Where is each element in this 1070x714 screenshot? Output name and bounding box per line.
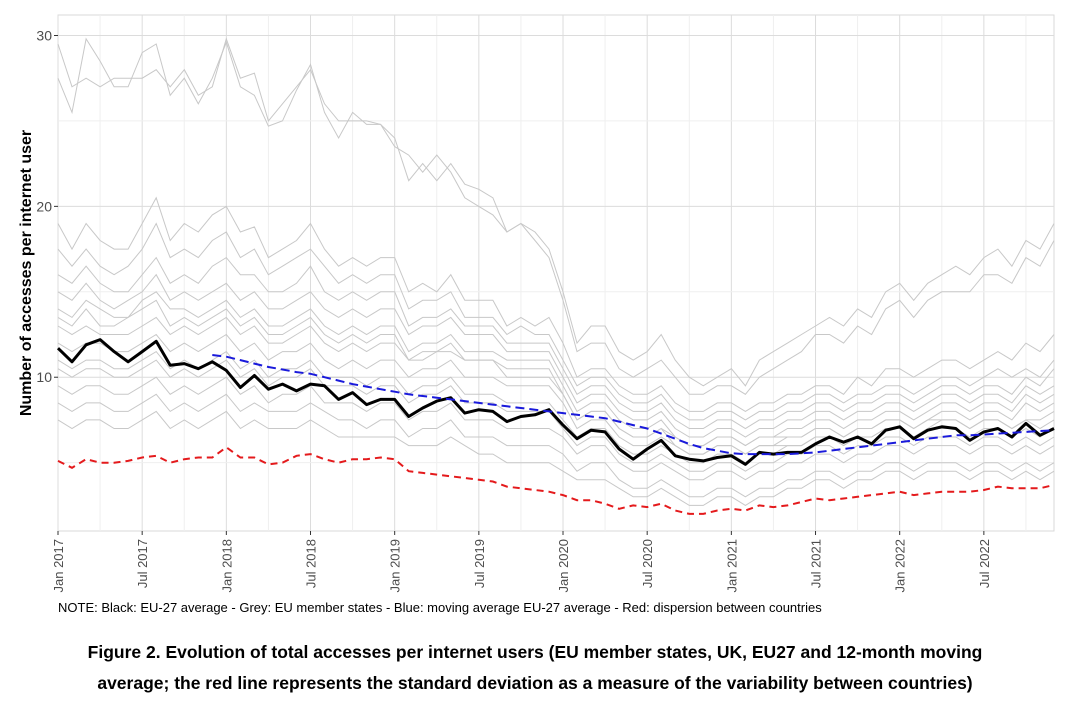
x-tick-label: Jan 2018 bbox=[219, 539, 234, 593]
line-chart: 10 20 30 Jan 2017 Jul 2017 Jan 2018 Jul 2018 Ja… bbox=[18, 14, 1055, 593]
figure-caption-line-1: Figure 2. Evolution of total accesses pe… bbox=[87, 642, 983, 662]
plot-panel bbox=[57, 14, 1055, 532]
member-state-line bbox=[57, 299, 1055, 455]
grid bbox=[57, 15, 1054, 531]
member-state-line bbox=[57, 37, 1055, 395]
moving-average-line bbox=[212, 354, 1055, 456]
y-axis-label: Number of accesses per internet user bbox=[18, 130, 35, 416]
y-tick-label: 10 bbox=[36, 369, 52, 385]
x-tick-label: Jul 2022 bbox=[977, 539, 992, 588]
member-state-line bbox=[57, 410, 1055, 506]
x-tick-label: Jan 2020 bbox=[556, 539, 571, 593]
x-tick-label: Jan 2022 bbox=[893, 539, 908, 593]
eu27-average-line bbox=[56, 338, 1055, 466]
x-tick-label: Jan 2021 bbox=[724, 539, 739, 593]
x-tick-label: Jul 2019 bbox=[472, 539, 487, 588]
x-tick-label: Jul 2021 bbox=[809, 539, 824, 588]
figure-caption-line-2: average; the red line represents the sta… bbox=[97, 673, 973, 693]
dispersion-line bbox=[57, 446, 1055, 515]
x-tick-label: Jan 2019 bbox=[388, 539, 403, 593]
x-tick-label: Jul 2017 bbox=[135, 539, 150, 588]
member-state-line bbox=[57, 196, 1055, 412]
x-tick-label: Jan 2017 bbox=[51, 539, 66, 593]
member-state-line bbox=[57, 393, 1055, 498]
axes: 10 20 30 Jan 2017 Jul 2017 Jan 2018 Jul 2018 Ja… bbox=[36, 28, 991, 593]
x-tick-label: Jul 2020 bbox=[640, 539, 655, 588]
figure-note: NOTE: Black: EU-27 average - Grey: EU me… bbox=[58, 600, 822, 615]
highlight-series bbox=[56, 338, 1055, 515]
member-state-line bbox=[57, 256, 1055, 430]
member-state-line bbox=[57, 291, 1055, 447]
x-tick-label: Jul 2018 bbox=[304, 539, 319, 588]
member-state-line bbox=[57, 273, 1055, 438]
member-state-line bbox=[57, 222, 1055, 421]
member-state-line bbox=[57, 359, 1055, 472]
y-tick-label: 20 bbox=[36, 198, 52, 214]
member-state-line bbox=[57, 376, 1055, 481]
y-tick-label: 30 bbox=[36, 28, 52, 44]
